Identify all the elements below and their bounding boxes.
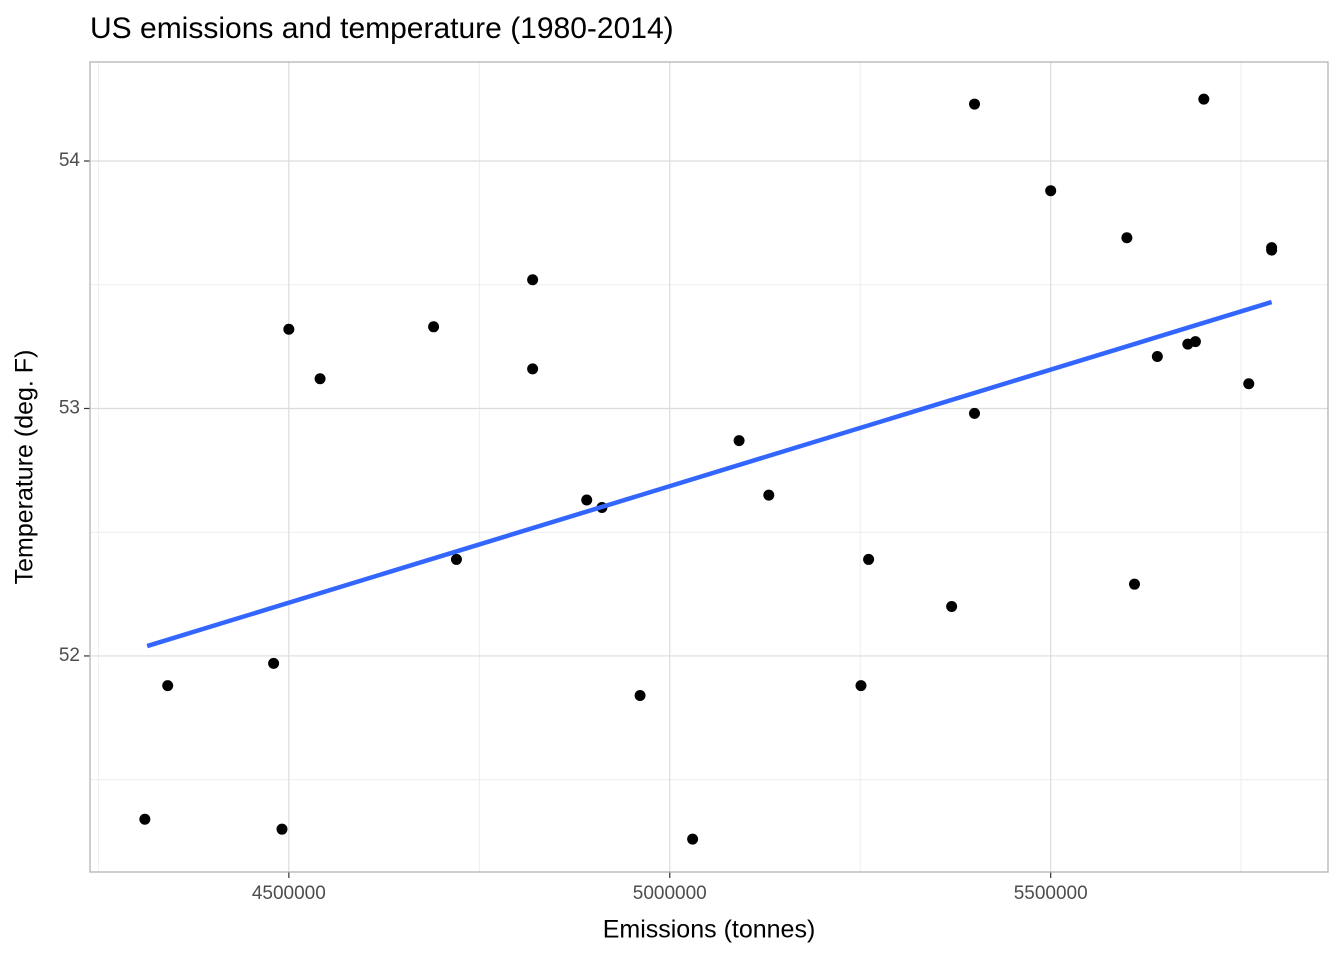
point [428, 321, 440, 333]
point [581, 494, 593, 506]
point [450, 553, 462, 565]
point [527, 363, 539, 375]
point [283, 323, 295, 335]
x-tick-label: 5500000 [1014, 883, 1088, 904]
point [527, 274, 539, 286]
y-tick-label: 53 [59, 397, 80, 418]
x-tick-label: 4500000 [252, 883, 326, 904]
point [1045, 185, 1057, 197]
y-axis-label: Temperature (deg. F) [11, 350, 39, 585]
point [855, 680, 867, 692]
point [634, 690, 646, 702]
point [1151, 351, 1163, 363]
trend-line [146, 299, 1273, 649]
x-tick-label: 5000000 [633, 883, 707, 904]
point [687, 833, 699, 845]
point [969, 98, 981, 110]
point [162, 680, 174, 692]
point [969, 407, 981, 419]
y-tick-label: 54 [59, 150, 81, 171]
point [314, 373, 326, 385]
x-axis-label: Emissions (tonnes) [603, 916, 816, 944]
point [763, 489, 775, 501]
point [1266, 244, 1278, 256]
point [733, 435, 745, 447]
point [946, 600, 958, 612]
y-tick-label: 52 [59, 645, 80, 666]
point [1243, 378, 1255, 390]
point [139, 813, 151, 825]
chart-title: US emissions and temperature (1980-2014) [90, 12, 674, 45]
panel-border [89, 61, 1329, 873]
point [1189, 336, 1201, 348]
point [1128, 578, 1140, 590]
point [276, 823, 288, 835]
point [268, 657, 280, 669]
point [863, 553, 875, 565]
point [1121, 232, 1133, 244]
point [1198, 93, 1210, 105]
